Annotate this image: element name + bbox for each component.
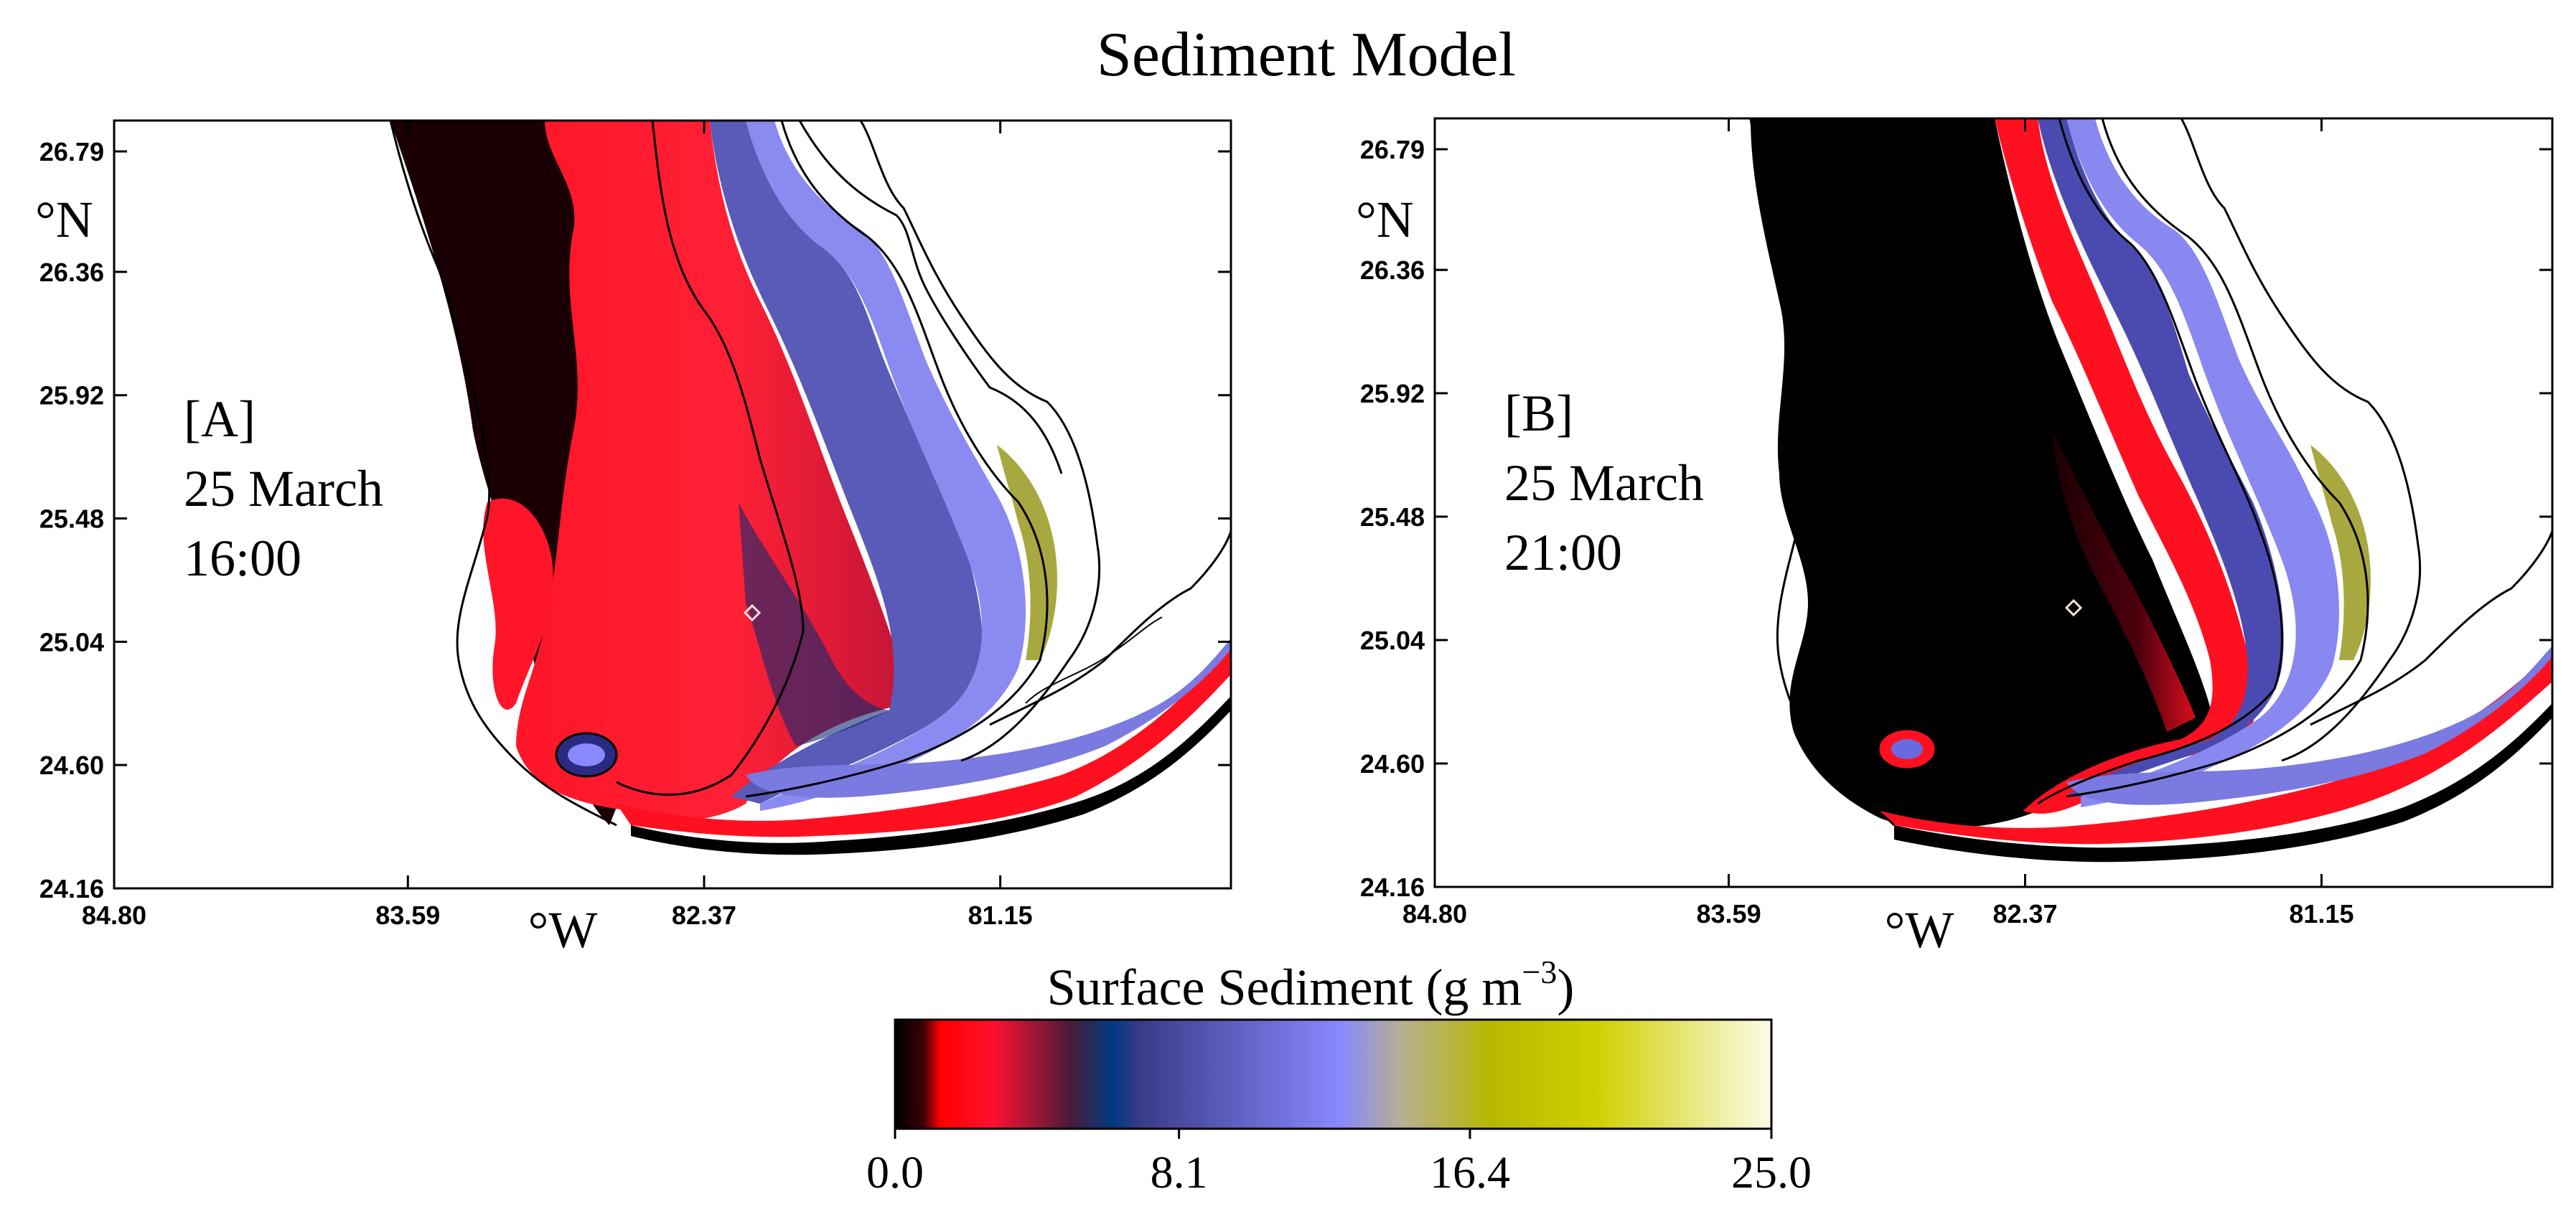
panel-b-xtick-label: 84.80 — [1402, 899, 1467, 929]
panel-b-time: 21:00 — [1504, 524, 1622, 581]
panel-b-ytick-label: 25.48 — [1360, 502, 1425, 532]
panel-b-contour-1 — [2037, 118, 2283, 805]
panel-b-coast-west — [1749, 118, 1896, 827]
panel-a-ytick-label: 26.79 — [39, 137, 104, 166]
colorbar-tick-label: 0.0 — [866, 1147, 924, 1198]
panel-b-frame — [1433, 117, 2554, 888]
panel-a-xtick-label: 81.15 — [968, 901, 1033, 930]
colorbar-tick-label: 16.4 — [1430, 1147, 1510, 1198]
panel-b-xlabel: °W — [1885, 901, 1954, 959]
panel-a-station-marker — [743, 603, 762, 622]
panel-a-ytick-label: 25.92 — [39, 381, 104, 410]
panel-b-red-band — [1995, 118, 2256, 814]
panel-a-ylabel: °N — [35, 191, 93, 248]
panel-a-blue-band — [710, 121, 983, 804]
panel-b-black-rim — [1894, 703, 2552, 863]
panel-a-coast-keys — [989, 530, 1231, 726]
panel-a-contour-1 — [616, 121, 805, 796]
colorbar-title: Surface Sediment (g m−3) — [1047, 954, 1575, 1016]
panel-a-date: 25 March — [184, 460, 383, 517]
colorbar: Surface Sediment (g m−3) 0.0 8.1 16.4 25.0 — [866, 954, 1812, 1198]
panel-b-xtick-label: 83.59 — [1697, 899, 1761, 929]
panel-a-ytick-label: 25.48 — [39, 504, 104, 534]
panel-a-xtick-label: 84.80 — [82, 901, 146, 930]
panel-b-coast-keys — [2310, 530, 2552, 726]
panel-b-ylabel: °N — [1356, 191, 1414, 248]
panel-a-xlabel: °W — [528, 901, 598, 959]
panel-b-ytick-label: 25.92 — [1360, 379, 1425, 408]
panel-b-dark-water — [1751, 118, 2217, 828]
panel-a-coast-west — [389, 121, 617, 827]
panel-a-south-plume — [617, 646, 1231, 837]
panel-a: [A] 25 March 16:00 84.80 83.59 82.37 81.15 2… — [35, 119, 1232, 959]
panel-b-xtick-label: 81.15 — [2289, 899, 2353, 929]
panel-a-xtick-label: 83.59 — [375, 901, 440, 930]
panel-a-yellow-edge — [997, 445, 1057, 660]
colorbar-tick-label: 8.1 — [1151, 1147, 1208, 1198]
colorbar-gradient — [894, 1018, 1773, 1130]
panel-a-eddy-core — [568, 743, 605, 766]
panel-b-ticks: 84.80 83.59 82.37 81.15 24.16 24.60 25.04 25.48… — [1360, 118, 2552, 929]
panel-b-date: 25 March — [1504, 454, 1704, 512]
panel-a-ytick-label: 24.60 — [39, 751, 104, 780]
panel-b-contour-land — [2180, 118, 2422, 762]
panel-a-contour-land — [859, 121, 1101, 762]
panel-a-contour-3 — [798, 121, 1063, 474]
panel-a-ticks: 84.80 83.59 82.37 81.15 24.16 24.60 25.04 25.48… — [39, 121, 1231, 930]
figure-title: Sediment Model — [1097, 20, 1516, 90]
panel-a-contour-2 — [745, 121, 1049, 798]
panel-b-lightblue-band — [2066, 118, 2339, 807]
panel-b-ytick-label: 24.60 — [1360, 749, 1425, 779]
panel-b-station-marker — [2064, 598, 2083, 617]
panel-a-xtick-label: 82.37 — [672, 901, 736, 930]
panel-b-red-fade — [2052, 431, 2196, 732]
panel-a-south-blue — [746, 639, 1231, 798]
panel-b: [B] 25 March 21:00 84.80 83.59 82.37 81.15 2… — [1356, 117, 2554, 959]
panel-b-yellow-edge — [2310, 445, 2371, 660]
panel-b-contour-2 — [2066, 118, 2369, 798]
panel-a-lightblue-band — [746, 121, 1026, 811]
panel-b-ytick-label: 24.16 — [1360, 873, 1425, 902]
panel-a-coast-south — [1025, 616, 1163, 704]
panel-a-ytick-label: 26.36 — [39, 258, 104, 287]
panel-a-dark-blue-edge — [739, 502, 889, 746]
panel-b-eddy-core — [1891, 739, 1923, 759]
colorbar-ticks: 0.0 8.1 16.4 25.0 — [866, 1129, 1812, 1198]
panel-b-ytick-label: 26.79 — [1360, 135, 1425, 164]
panel-b-label: [B] — [1504, 385, 1573, 442]
panel-a-frame — [113, 119, 1232, 890]
colorbar-tick-label: 25.0 — [1731, 1147, 1812, 1198]
panel-a-label: [A] — [184, 390, 256, 448]
panel-a-red-patches — [483, 498, 553, 710]
panel-a-time: 16:00 — [184, 530, 301, 587]
panel-b-ytick-label: 26.36 — [1360, 255, 1425, 285]
panel-b-xtick-label: 82.37 — [1992, 899, 2057, 929]
panel-b-ytick-label: 25.04 — [1360, 626, 1425, 655]
panel-b-blue-band — [2038, 118, 2284, 797]
panel-a-ytick-label: 24.16 — [39, 874, 104, 903]
panel-a-ytick-label: 25.04 — [39, 627, 104, 657]
panel-a-black-rim — [631, 696, 1231, 855]
